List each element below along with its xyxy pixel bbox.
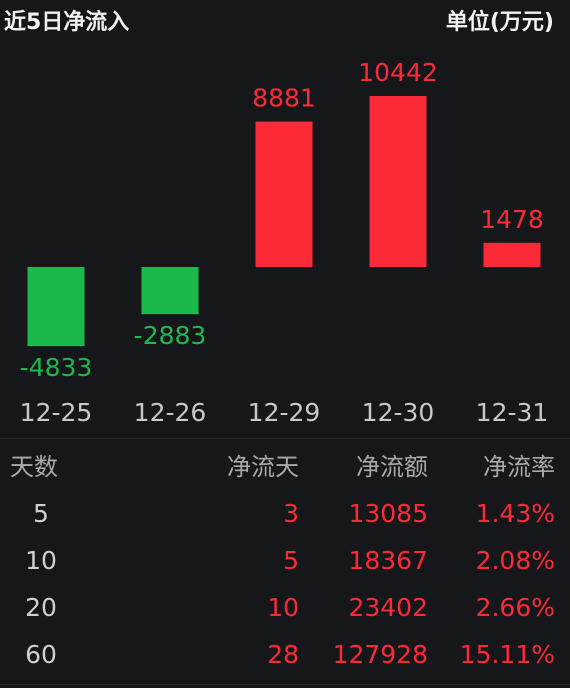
x-tick-label: 12-31 [476, 398, 549, 427]
cell: 5 [283, 546, 299, 575]
x-tick-label: 12-30 [362, 398, 435, 427]
column-header: 净流额 [356, 453, 428, 481]
cell: 10 [25, 546, 57, 575]
cell: 127928 [333, 640, 428, 669]
bar [27, 267, 85, 347]
x-tick-label: 12-25 [20, 398, 93, 427]
cell: 28 [267, 640, 299, 669]
bar [141, 267, 199, 315]
column-header: 净流率 [483, 453, 555, 481]
cell: 2.08% [476, 546, 555, 575]
cell: 1.43% [476, 499, 555, 528]
cell: 60 [25, 640, 57, 669]
x-tick-label: 12-29 [248, 398, 321, 427]
value-label: 8881 [252, 84, 316, 113]
value-label: -4833 [20, 353, 93, 382]
cell: 3 [283, 499, 299, 528]
value-label: 10442 [358, 58, 438, 87]
x-tick-label: 12-26 [134, 398, 207, 427]
cell: 5 [33, 499, 49, 528]
column-header: 天数 [10, 453, 58, 481]
cell: 10 [267, 593, 299, 622]
bar [255, 121, 313, 268]
chart-title: 近5日净流入 [4, 9, 129, 35]
value-label: -2883 [134, 321, 207, 350]
bar [369, 96, 427, 267]
value-label: 1478 [480, 205, 544, 234]
unit-label: 单位(万元) [446, 9, 554, 35]
cell: 20 [25, 593, 57, 622]
column-header: 净流天 [227, 453, 299, 481]
cell: 13085 [348, 499, 428, 528]
bar [483, 242, 541, 267]
cell: 18367 [348, 546, 428, 575]
cell: 15.11% [460, 640, 555, 669]
cell: 23402 [348, 593, 428, 622]
cell: 2.66% [476, 593, 555, 622]
